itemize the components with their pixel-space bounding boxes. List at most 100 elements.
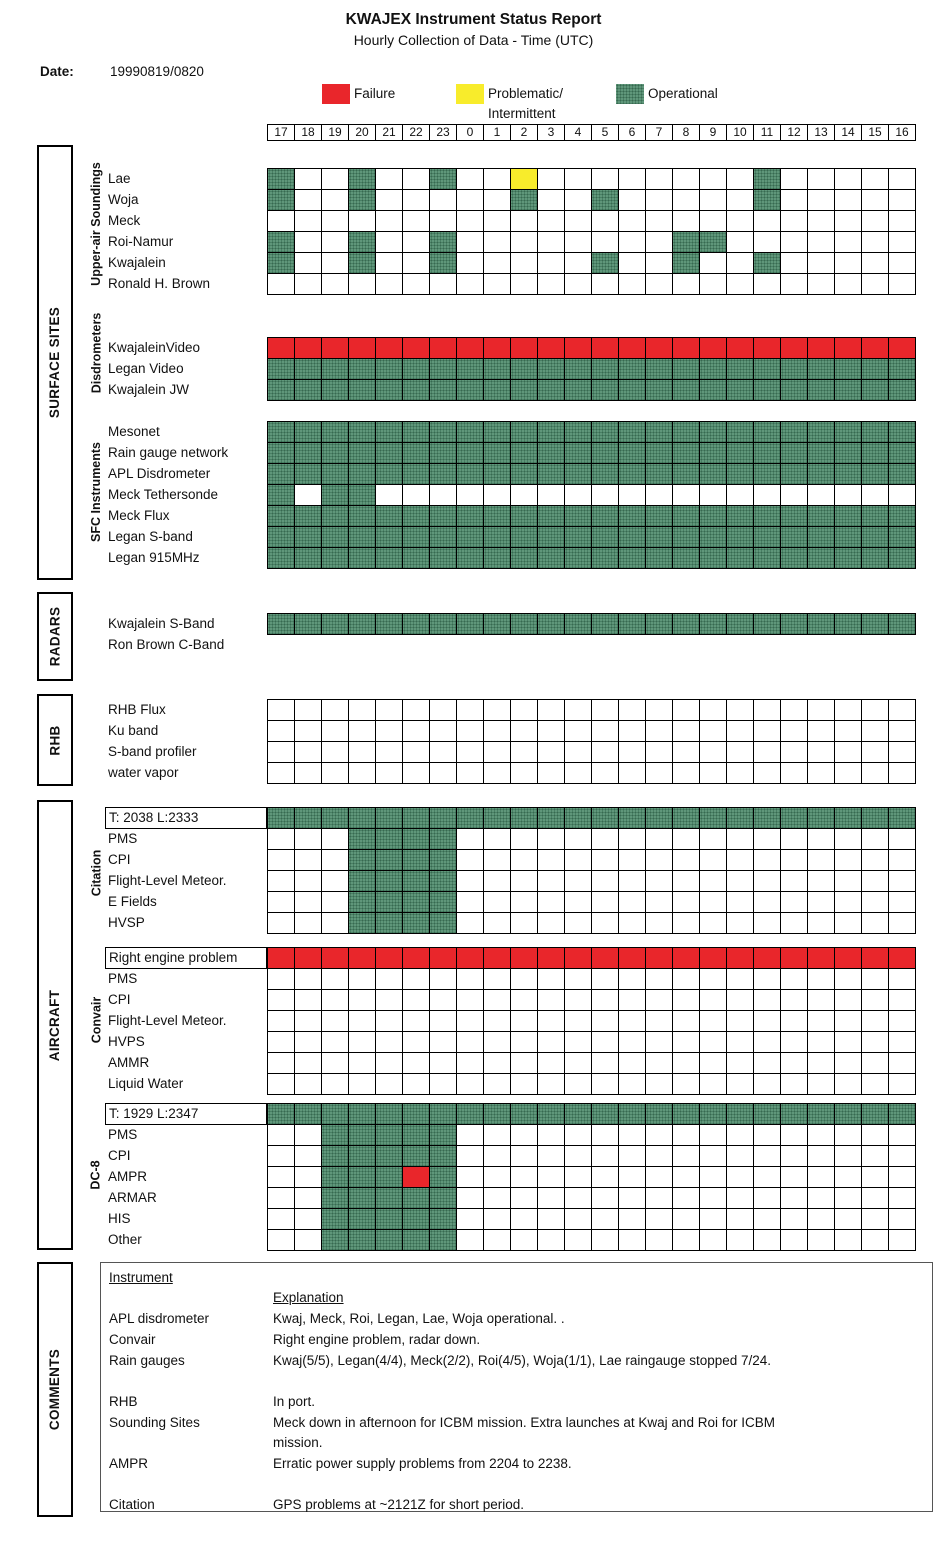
status-cells (267, 231, 916, 253)
status-cell-operational (402, 379, 430, 401)
status-cell-empty (591, 1145, 619, 1167)
status-cell-failure (267, 947, 295, 969)
status-cell-empty (672, 1166, 700, 1188)
status-cell-empty (402, 189, 430, 211)
status-cell-failure (510, 337, 538, 359)
status-cell-empty (267, 828, 295, 850)
status-cell-empty (888, 1010, 916, 1032)
legend-item-operational: Operational (616, 84, 718, 104)
status-cell-empty (348, 1052, 376, 1074)
status-cell-empty (483, 1208, 511, 1230)
status-cell-operational (807, 379, 835, 401)
status-cell-empty (375, 252, 403, 274)
status-cells (267, 1229, 916, 1251)
hour-label: 17 (267, 124, 295, 141)
status-cell-empty (888, 699, 916, 721)
status-row: Ronald H. Brown (105, 273, 916, 295)
status-cell-empty (564, 252, 592, 274)
status-cell-empty (537, 231, 565, 253)
status-row: Flight-Level Meteor. (105, 1010, 916, 1032)
row-label: HIS (108, 1211, 131, 1226)
status-cell-empty (510, 1166, 538, 1188)
status-cell-empty (834, 762, 862, 784)
status-cells (267, 849, 916, 871)
status-cell-empty (564, 168, 592, 190)
status-cell-empty (537, 1124, 565, 1146)
status-cell-empty (429, 484, 457, 506)
status-cell-operational (375, 828, 403, 850)
status-cell-empty (807, 252, 835, 274)
status-cell-operational (429, 526, 457, 548)
row-label: Legan S-band (108, 529, 193, 544)
status-cell-empty (888, 1031, 916, 1053)
status-cell-empty (861, 252, 889, 274)
status-cell-empty (699, 1229, 727, 1251)
status-cell-empty (834, 891, 862, 913)
status-cell-empty (618, 1145, 646, 1167)
operational-swatch (616, 84, 644, 104)
status-cell-empty (321, 1052, 349, 1074)
status-cell-empty (483, 210, 511, 232)
status-cell-empty (483, 720, 511, 742)
status-cell-empty (672, 699, 700, 721)
status-cell-operational (834, 505, 862, 527)
status-cell-empty (699, 989, 727, 1011)
status-cell-empty (699, 762, 727, 784)
status-cell-operational (402, 358, 430, 380)
status-cell-operational (726, 505, 754, 527)
status-cell-empty (294, 231, 322, 253)
status-cell-empty (267, 720, 295, 742)
status-cell-empty (537, 168, 565, 190)
sublabel-convair: Convair (85, 945, 107, 1095)
comment-explanation: Kwaj(5/5), Legan(4/4), Meck(2/2), Roi(4/… (273, 1353, 772, 1368)
status-cell-empty (429, 1031, 457, 1053)
status-cell-operational (888, 505, 916, 527)
comment-row: Sounding Sites Meck down in afternoon for… (109, 1413, 924, 1453)
status-cell-operational (510, 807, 538, 829)
status-cell-operational (834, 613, 862, 635)
status-cell-failure (510, 947, 538, 969)
status-cell-failure (456, 337, 484, 359)
status-cell-empty (834, 1010, 862, 1032)
status-cell-empty (672, 1229, 700, 1251)
status-cell-operational (753, 807, 781, 829)
status-cell-operational (321, 1166, 349, 1188)
status-cell-failure (699, 337, 727, 359)
status-cell-operational (348, 1187, 376, 1209)
status-cell-operational (699, 547, 727, 569)
status-cell-empty (402, 231, 430, 253)
comment-instrument: Convair (109, 1332, 156, 1347)
sidebar-radars-label: RADARS (47, 606, 63, 667)
status-cell-empty (348, 720, 376, 742)
status-cell-empty (834, 828, 862, 850)
status-cell-empty (861, 210, 889, 232)
status-cell-empty (456, 1166, 484, 1188)
status-cell-operational (348, 463, 376, 485)
status-cell-empty (537, 989, 565, 1011)
status-cell-empty (672, 210, 700, 232)
hour-label: 4 (564, 124, 592, 141)
status-cell-empty (591, 1052, 619, 1074)
status-cell-operational (483, 1103, 511, 1125)
status-cell-operational (429, 252, 457, 274)
status-cell-operational (483, 547, 511, 569)
status-cell-empty (807, 1052, 835, 1074)
status-cell-empty (510, 273, 538, 295)
status-cell-empty (402, 1010, 430, 1032)
status-cell-operational (618, 505, 646, 527)
status-cell-operational (699, 505, 727, 527)
status-cell-operational (375, 807, 403, 829)
status-cell-operational (564, 547, 592, 569)
status-cell-empty (645, 912, 673, 934)
status-cell-operational (294, 1103, 322, 1125)
status-cell-empty (402, 1031, 430, 1053)
comment-row: Convair Right engine problem, radar down. (109, 1330, 924, 1350)
status-cell-empty (267, 1187, 295, 1209)
status-cell-empty (564, 1208, 592, 1230)
comment-explanation: GPS problems at ~2121Z for short period. (273, 1497, 525, 1512)
status-cell-empty (294, 828, 322, 850)
status-cell-operational (510, 358, 538, 380)
status-cells (267, 463, 916, 485)
status-cell-empty (888, 968, 916, 990)
status-cell-empty (429, 273, 457, 295)
